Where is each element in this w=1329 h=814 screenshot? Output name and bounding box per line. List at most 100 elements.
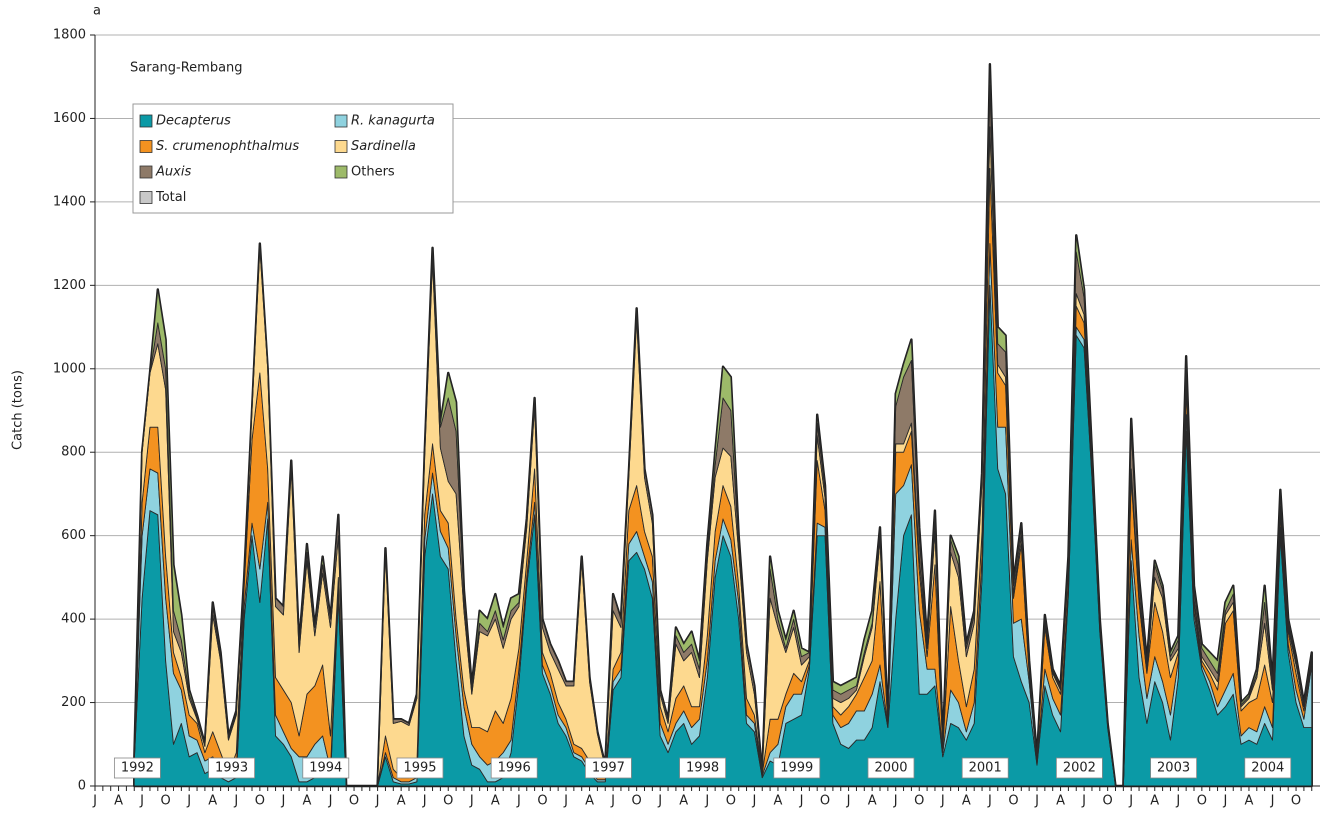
- year-label: 1995: [403, 761, 436, 776]
- x-tick-label: A: [585, 794, 594, 809]
- x-tick-label: J: [1270, 794, 1275, 809]
- year-label: 1998: [686, 761, 719, 776]
- legend-label: S. crumenophthalmus: [156, 139, 299, 154]
- x-tick-label: A: [773, 794, 782, 809]
- legend-swatch: [334, 165, 348, 179]
- year-label-box: [208, 757, 255, 779]
- x-tick-label: J: [657, 794, 662, 809]
- legend-swatch: [334, 140, 348, 153]
- year-label: 2003: [1157, 761, 1190, 776]
- year-label: 2004: [1251, 761, 1284, 776]
- year-label-box: [113, 757, 161, 779]
- y-tick-label: 400: [61, 612, 86, 627]
- x-tick-label: O: [1291, 794, 1301, 809]
- x-tick-label: J: [846, 794, 851, 809]
- year-label-box: [1244, 757, 1292, 779]
- y-tick-label: 200: [61, 695, 86, 710]
- y-axis-label: Catch (tons): [11, 370, 26, 450]
- x-tick-label: J: [940, 794, 945, 809]
- x-tick-label: J: [987, 794, 992, 809]
- x-tick-label: J: [1081, 794, 1086, 809]
- legend: Decapterus R. kanagurta S. crumenophthalmu…: [139, 114, 435, 205]
- x-tick-label: J: [139, 794, 144, 809]
- y-tick-label: 600: [61, 528, 86, 543]
- x-tick-label: J: [92, 794, 97, 809]
- x-tick-label: O: [726, 794, 736, 809]
- x-tick-label: J: [469, 794, 474, 809]
- x-tick-label: A: [868, 794, 877, 809]
- x-tick-label: O: [443, 794, 453, 809]
- legend-swatch: [139, 140, 153, 153]
- year-label: 1994: [309, 761, 342, 776]
- year-label: 1997: [592, 761, 625, 776]
- year-label: 2000: [874, 761, 907, 776]
- legend-label: Auxis: [155, 165, 191, 180]
- x-tick-label: O: [914, 794, 924, 809]
- y-tick-label: 1200: [53, 278, 86, 293]
- panel-label: a: [93, 4, 101, 19]
- year-label-box: [1150, 757, 1197, 779]
- year-label-box: [773, 757, 821, 779]
- legend-swatch: [334, 114, 348, 128]
- legend-label: Sardinella: [351, 139, 416, 154]
- year-label: 1992: [121, 761, 154, 776]
- stacked-area: [133, 63, 1313, 787]
- year-labels: 1992 1993 1994 1995 1996 1997 1998 1999 2000 2001…: [113, 757, 1292, 779]
- x-tick-label: O: [1103, 794, 1113, 809]
- x-tick-label: J: [1034, 794, 1039, 809]
- year-label: 2002: [1063, 761, 1096, 776]
- x-tick-label: J: [375, 794, 380, 809]
- x-tick-label: J: [328, 794, 333, 809]
- x-tick-label: O: [161, 794, 171, 809]
- x-tick-label: A: [1056, 794, 1065, 809]
- x-tick-label: J: [516, 794, 521, 809]
- x-tick-label: J: [751, 794, 756, 809]
- x-tick-label: O: [1008, 794, 1018, 809]
- x-tick-label: J: [280, 794, 285, 809]
- y-tick-label: 1600: [53, 111, 86, 126]
- x-tick-label: J: [563, 794, 568, 809]
- year-label-box: [1055, 757, 1103, 779]
- x-tick-label: J: [186, 794, 191, 809]
- y-tick-label: 0: [78, 779, 86, 794]
- year-label-box: [584, 757, 632, 779]
- x-tick-label: A: [397, 794, 406, 809]
- year-label-box: [302, 757, 350, 779]
- legend-label: R. kanagurta: [351, 114, 435, 129]
- x-tick-label: J: [704, 794, 709, 809]
- chart-title: Sarang-Rembang: [130, 61, 243, 76]
- year-label: 1996: [498, 761, 531, 776]
- year-label-box: [867, 757, 915, 779]
- x-tick-label: J: [799, 794, 804, 809]
- x-tick-label: A: [679, 794, 688, 809]
- x-tick-label: A: [491, 794, 500, 809]
- year-label-box: [490, 757, 538, 779]
- plot-area: [133, 63, 1313, 788]
- year-label: 2001: [969, 761, 1002, 776]
- y-tick-label: 800: [61, 445, 86, 460]
- x-tick-label: A: [302, 794, 311, 809]
- year-label-box: [679, 757, 726, 779]
- legend-swatch: [139, 165, 153, 179]
- y-tick-label: 1800: [53, 28, 86, 43]
- x-tick-label: J: [233, 794, 238, 809]
- x-tick-label: J: [422, 794, 427, 809]
- x-tick-label: O: [1197, 794, 1207, 809]
- x-tick-label: O: [537, 794, 547, 809]
- x-tick-label: J: [893, 794, 898, 809]
- x-tick-label: O: [349, 794, 359, 809]
- x-tick-label: A: [1150, 794, 1159, 809]
- legend-label: Decapterus: [156, 114, 231, 129]
- year-label-box: [961, 757, 1009, 779]
- x-tick-label: A: [962, 794, 971, 809]
- x-tick-label: A: [208, 794, 217, 809]
- x-tick-label: J: [1175, 794, 1180, 809]
- legend-box: [132, 103, 454, 214]
- x-tick-label: J: [610, 794, 615, 809]
- x-tick-label: O: [820, 794, 830, 809]
- y-tick-label: 1000: [53, 361, 86, 376]
- year-label: 1993: [215, 761, 248, 776]
- x-tick-label: O: [632, 794, 642, 809]
